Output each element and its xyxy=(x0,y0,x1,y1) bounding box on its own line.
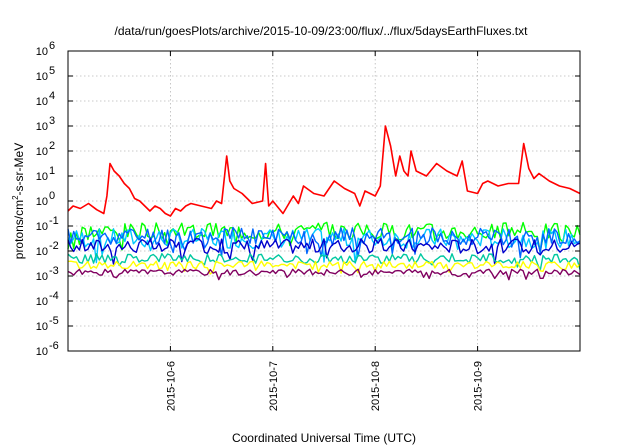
x-axis-label: Coordinated Universal Time (UTC) xyxy=(232,431,416,445)
y-tick-exponent: -1 xyxy=(49,215,59,227)
y-tick-exponent: -2 xyxy=(49,240,59,252)
series-line-3 xyxy=(67,227,581,264)
y-tick-label: 10 xyxy=(36,296,48,308)
y-tick-label: 10 xyxy=(36,346,48,358)
y-tick-exponent: 1 xyxy=(49,165,55,177)
y-tick-label: 10 xyxy=(36,96,48,108)
y-tick-label: 10 xyxy=(36,71,48,83)
y-tick-label: 10 xyxy=(36,46,48,58)
y-tick-exponent: -4 xyxy=(49,290,59,302)
axis-ticks xyxy=(68,50,580,352)
y-tick-exponent: 0 xyxy=(49,190,55,202)
y-tick-exponent: 5 xyxy=(49,65,55,77)
series-line-1 xyxy=(67,125,581,217)
y-tick-label: 10 xyxy=(36,221,48,233)
y-tick-label: 10 xyxy=(36,321,48,333)
grid xyxy=(68,51,580,351)
y-tick-label: 10 xyxy=(36,196,48,208)
y-tick-labels: 10 -610 -510 -410 -310 -210 -110 010 110 210 310 41… xyxy=(36,40,59,358)
y-tick-label: 10 xyxy=(36,146,48,158)
x-tick-labels: 2015-10-6 2015-10-7 2015-10-8 2015-10-9 xyxy=(165,361,484,411)
chart-title: /data/run/goesPlots/archive/2015-10-09/2… xyxy=(115,24,529,38)
x-tick-label: 2015-10-9 xyxy=(473,361,485,411)
series-group xyxy=(67,125,581,281)
y-tick-exponent: -3 xyxy=(49,265,59,277)
series-line-2 xyxy=(67,221,581,253)
y-tick-exponent: 4 xyxy=(49,90,55,102)
x-tick-label: 2015-10-8 xyxy=(370,361,382,411)
y-tick-label: 10 xyxy=(36,121,48,133)
y-tick-label: 10 xyxy=(36,271,48,283)
series-line-8 xyxy=(67,268,581,281)
y-axis-label: protons/cm2-s-sr-MeV xyxy=(11,143,26,259)
x-tick-label: 2015-10-6 xyxy=(165,361,177,411)
y-tick-exponent: -5 xyxy=(49,315,59,327)
y-tick-exponent: 2 xyxy=(49,140,55,152)
series-line-6 xyxy=(67,252,581,272)
y-tick-exponent: -6 xyxy=(49,340,59,352)
series-line-7 xyxy=(67,260,581,275)
y-tick-label: 10 xyxy=(36,171,48,183)
y-tick-exponent: 3 xyxy=(49,115,55,127)
x-tick-label: 2015-10-7 xyxy=(268,361,280,411)
y-tick-label: 10 xyxy=(36,246,48,258)
y-tick-exponent: 6 xyxy=(49,40,55,52)
